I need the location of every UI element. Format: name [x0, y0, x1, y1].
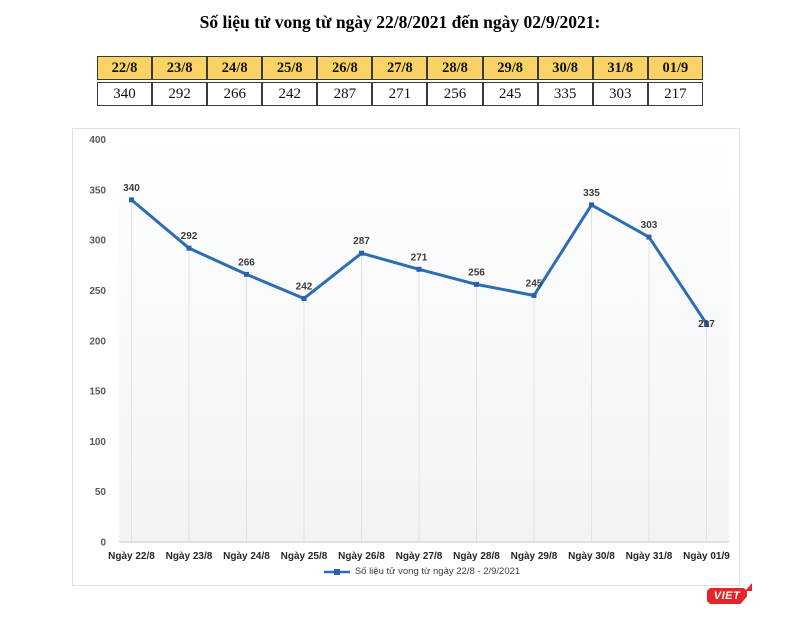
data-label: 287	[353, 236, 370, 247]
line-chart: 0 50 100 150 200 250 300 350 400 340 292 266 242 287 2…	[72, 128, 740, 586]
y-tick-label: 250	[89, 286, 106, 297]
data-label: 256	[468, 267, 485, 278]
y-tick-label: 50	[95, 487, 107, 498]
data-point-marker	[186, 245, 192, 251]
table-header-cell: 27/8	[372, 56, 428, 80]
data-label: 303	[641, 220, 658, 231]
x-tick-label: Ngày 31/8	[626, 551, 673, 562]
data-point-marker	[531, 292, 537, 298]
data-point-marker	[416, 266, 422, 272]
data-label: 340	[123, 183, 140, 194]
table-header-cell: 23/8	[152, 56, 208, 80]
table-value-cell: 271	[372, 82, 428, 106]
viet-logo: VIET	[707, 583, 755, 604]
data-point-marker	[704, 321, 709, 327]
table-value-cell: 340	[97, 82, 153, 106]
data-point-marker	[244, 271, 249, 277]
x-tick-label: Ngày 30/8	[568, 551, 615, 562]
data-label: 242	[296, 281, 313, 292]
data-point-marker	[129, 197, 134, 203]
table-value-cell: 292	[152, 82, 208, 106]
table-header-cell: 29/8	[482, 56, 538, 80]
y-tick-label: 150	[89, 387, 106, 398]
data-point-marker	[359, 250, 364, 256]
plot-area	[119, 137, 729, 542]
table-header-cell: 25/8	[262, 56, 318, 80]
data-point-marker	[474, 281, 479, 287]
table-value-cell: 256	[427, 82, 483, 106]
data-label: 271	[411, 252, 428, 263]
data-label: 335	[583, 188, 600, 199]
data-point-marker	[646, 234, 652, 240]
table-header-cell: 24/8	[207, 56, 263, 80]
legend-line-marker-icon	[323, 568, 350, 575]
x-tick-label: Ngày 23/8	[166, 551, 213, 562]
line-chart-canvas: 0 50 100 150 200 250 300 350 400 340 292 266 242 287 2…	[89, 135, 730, 562]
death-data-table: 22/8 23/8 24/8 25/8 26/8 27/8 28/8 29/8 30/8 31/8…	[97, 54, 703, 108]
table-value-cell: 217	[647, 82, 703, 106]
x-tick-label: Ngày 24/8	[223, 551, 270, 562]
table-value-cell: 335	[537, 82, 593, 106]
table-header-cell: 28/8	[427, 56, 483, 80]
viet-logo-text: VIET	[707, 588, 747, 604]
y-tick-label: 350	[89, 185, 106, 196]
table-value-cell: 242	[262, 82, 318, 106]
x-tick-label: Ngày 01/9	[683, 551, 730, 562]
table-header-cell: 31/8	[592, 56, 648, 80]
chart-legend: Số liệu tử vong từ ngày 22/8 - 2/9/2021	[73, 566, 739, 577]
x-tick-label: Ngày 22/8	[108, 551, 155, 562]
page-title: Số liệu tử vong từ ngày 22/8/2021 đến ng…	[199, 12, 601, 32]
data-label: 217	[698, 319, 715, 330]
data-label: 266	[238, 257, 255, 268]
y-tick-label: 100	[89, 437, 106, 448]
table-value-cell: 245	[482, 82, 538, 106]
x-tick-label: Ngày 25/8	[281, 551, 328, 562]
x-tick-label: Ngày 26/8	[338, 551, 385, 562]
x-tick-label: Ngày 29/8	[511, 551, 558, 562]
data-label: 292	[181, 231, 198, 242]
x-tick-label: Ngày 28/8	[453, 551, 500, 562]
y-tick-label: 0	[100, 538, 106, 549]
table-header-cell: 30/8	[537, 56, 593, 80]
data-point-marker	[301, 295, 307, 301]
legend-label: Số liệu tử vong từ ngày 22/8 - 2/9/2021	[354, 566, 521, 577]
data-point-marker	[589, 202, 594, 208]
table-header-row: 22/8 23/8 24/8 25/8 26/8 27/8 28/8 29/8 30/8 31/8…	[97, 56, 703, 80]
table-header-cell: 26/8	[317, 56, 373, 80]
table-header-cell: 01/9	[647, 56, 703, 80]
table-value-cell: 303	[592, 82, 648, 106]
table-header-cell: 22/8	[97, 56, 153, 80]
table-value-cell: 266	[207, 82, 263, 106]
y-tick-label: 400	[89, 135, 106, 146]
data-label: 245	[526, 278, 543, 289]
table-value-cell: 287	[317, 82, 373, 106]
x-tick-label: Ngày 27/8	[396, 551, 443, 562]
table-value-row: 340 292 266 242 287 271 256 245 335 303 217	[97, 82, 703, 106]
y-tick-label: 300	[89, 236, 106, 247]
y-tick-label: 200	[89, 336, 106, 347]
